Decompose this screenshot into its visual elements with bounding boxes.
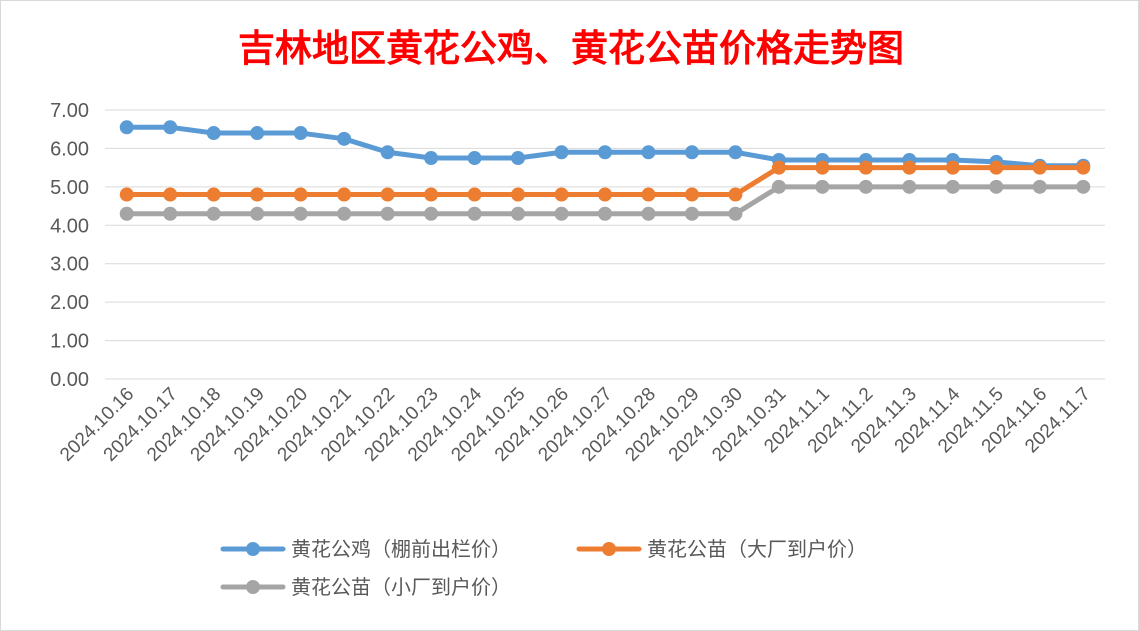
data-point bbox=[250, 126, 265, 141]
y-tick-label: 4.00 bbox=[50, 215, 89, 237]
data-point bbox=[554, 145, 569, 160]
y-axis-ticks: 0.00 1.00 2.00 3.00 4.00 5.00 6.00 7.00 bbox=[50, 100, 89, 391]
data-point bbox=[945, 179, 960, 194]
data-point bbox=[511, 206, 526, 221]
data-point bbox=[467, 151, 482, 166]
data-point bbox=[337, 206, 352, 221]
data-point bbox=[815, 160, 830, 175]
gridlines bbox=[105, 109, 1105, 380]
data-point bbox=[250, 206, 265, 221]
data-point bbox=[293, 187, 308, 202]
y-tick-label: 0.00 bbox=[50, 369, 89, 391]
data-point bbox=[424, 206, 439, 221]
series-group bbox=[119, 120, 1091, 173]
data-point bbox=[684, 206, 699, 221]
y-tick-label: 7.00 bbox=[50, 100, 89, 122]
y-tick-label: 3.00 bbox=[50, 254, 89, 276]
legend-item: 黄花公鸡（棚前出栏价） bbox=[220, 537, 511, 561]
data-point bbox=[728, 145, 743, 160]
data-point bbox=[1076, 160, 1091, 175]
data-point bbox=[728, 187, 743, 202]
data-point bbox=[250, 187, 265, 202]
data-point bbox=[424, 151, 439, 166]
data-point bbox=[293, 126, 308, 141]
data-point bbox=[511, 151, 526, 166]
y-tick-label: 1.00 bbox=[50, 331, 89, 353]
data-point bbox=[641, 187, 656, 202]
data-point bbox=[163, 206, 178, 221]
data-point bbox=[598, 145, 612, 160]
data-point bbox=[206, 187, 221, 202]
data-point bbox=[728, 206, 743, 221]
series-group bbox=[119, 179, 1091, 221]
y-tick-label: 5.00 bbox=[50, 177, 89, 199]
data-point bbox=[424, 187, 439, 202]
data-point bbox=[163, 120, 178, 135]
data-point bbox=[858, 179, 873, 194]
data-point bbox=[206, 126, 221, 141]
data-point bbox=[293, 206, 308, 221]
legend-item: 黄花公苗（大厂到户价） bbox=[576, 537, 867, 561]
data-point bbox=[684, 145, 699, 160]
legend-swatch-marker bbox=[602, 542, 616, 556]
data-point bbox=[467, 187, 482, 202]
data-point bbox=[902, 179, 917, 194]
legend-label: 黄花公鸡（棚前出栏价） bbox=[291, 537, 511, 561]
data-point bbox=[815, 179, 830, 194]
data-point bbox=[989, 179, 1004, 194]
data-point bbox=[1032, 179, 1047, 194]
data-point bbox=[119, 206, 134, 221]
data-point bbox=[598, 187, 612, 202]
data-point bbox=[511, 187, 526, 202]
legend-item: 黄花公苗（小厂到户价） bbox=[220, 575, 511, 599]
series-group bbox=[119, 160, 1091, 202]
data-point bbox=[1076, 179, 1091, 194]
data-point bbox=[771, 160, 786, 175]
legend-label: 黄花公苗（小厂到户价） bbox=[291, 575, 511, 599]
data-point bbox=[337, 187, 352, 202]
data-point bbox=[989, 160, 1004, 175]
data-point bbox=[380, 145, 395, 160]
data-point bbox=[380, 187, 395, 202]
y-tick-label: 2.00 bbox=[50, 292, 89, 314]
data-point bbox=[554, 206, 569, 221]
data-point bbox=[641, 206, 656, 221]
x-axis-ticks: 2024.10.162024.10.172024.10.182024.10.19… bbox=[56, 383, 1095, 465]
data-point bbox=[684, 187, 699, 202]
data-point bbox=[858, 160, 873, 175]
legend-label: 黄花公苗（大厂到户价） bbox=[647, 537, 867, 561]
data-point bbox=[206, 206, 221, 221]
chart-title: 吉林地区黄花公鸡、黄花公苗价格走势图 bbox=[238, 26, 904, 70]
data-point bbox=[337, 131, 352, 146]
data-point bbox=[598, 206, 612, 221]
data-point bbox=[1032, 160, 1047, 175]
data-point bbox=[119, 120, 134, 135]
series-lines bbox=[119, 120, 1091, 221]
data-point bbox=[119, 187, 134, 202]
data-point bbox=[467, 206, 482, 221]
data-point bbox=[554, 187, 569, 202]
data-point bbox=[641, 145, 656, 160]
data-point bbox=[163, 187, 178, 202]
data-point bbox=[771, 179, 786, 194]
legend-swatch-marker bbox=[246, 580, 260, 594]
data-point bbox=[945, 160, 960, 175]
data-point bbox=[902, 160, 917, 175]
data-point bbox=[380, 206, 395, 221]
y-tick-label: 6.00 bbox=[50, 138, 89, 160]
legend-swatch-marker bbox=[246, 542, 260, 556]
legend: 黄花公鸡（棚前出栏价） 黄花公苗（大厂到户价） 黄花公苗（小厂到户价） bbox=[220, 537, 867, 599]
